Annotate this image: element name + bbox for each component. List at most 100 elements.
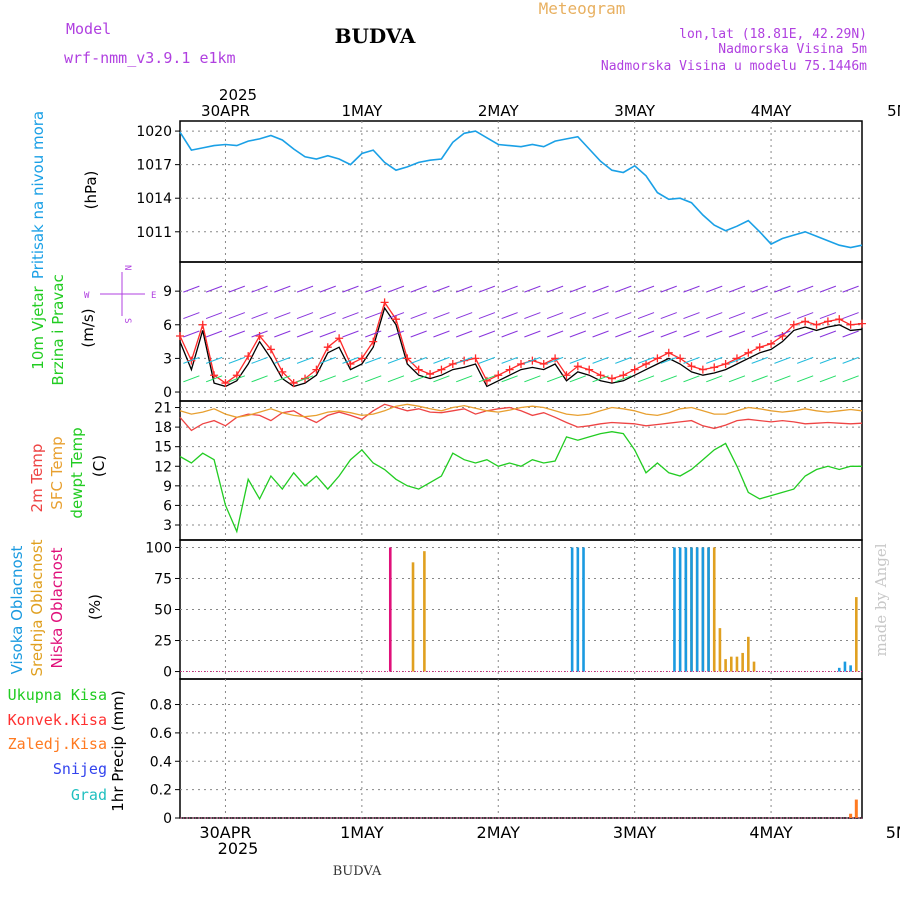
wind-unit: (m/s) xyxy=(79,308,97,347)
wind-arrow xyxy=(774,356,791,364)
top-day-label: 2MAY xyxy=(478,102,520,120)
dewpt-label: dewpt Temp xyxy=(68,427,86,518)
top-year-label: 2025 xyxy=(219,86,257,104)
cloud-mid-label: Srednja Oblacnost xyxy=(28,539,46,676)
precip-panel: 0 0.2 0.4 0.6 0.8 xyxy=(150,678,863,827)
wind-frame xyxy=(179,261,863,402)
wind-arrow xyxy=(205,330,223,338)
precip-frame xyxy=(179,678,863,819)
wind-arrow xyxy=(228,375,246,383)
compass-rose: W E N S xyxy=(84,265,156,323)
wind-gust-marker xyxy=(244,352,253,361)
wind-arrow xyxy=(501,285,518,293)
wind-arrow xyxy=(433,356,450,364)
wind-gust-marker xyxy=(858,319,866,328)
wind-gust-marker xyxy=(789,320,798,329)
wind-gust-marker xyxy=(505,365,514,374)
clouds-ytick-label: 100 xyxy=(145,540,172,556)
wind-arrow xyxy=(183,285,200,293)
wind-arrow xyxy=(365,356,382,364)
wind-arrow xyxy=(205,285,223,293)
wind-arrow xyxy=(660,312,677,320)
wind-gust-marker xyxy=(562,371,571,380)
clouds-panel: 0 25 50 75 100 xyxy=(145,539,863,681)
precip_strat-bar xyxy=(849,813,853,818)
top-day-label: 4MAY xyxy=(751,102,793,120)
wind-gust-marker xyxy=(471,354,480,363)
wind-arrow xyxy=(569,285,587,293)
wind-gust-marker xyxy=(721,360,730,369)
wind-ytick-label: 3 xyxy=(163,351,172,367)
wind-ytick-label: 0 xyxy=(163,385,172,401)
wind-arrow xyxy=(251,375,268,383)
dewpoint-line xyxy=(179,431,862,534)
clouds-ytick-label: 25 xyxy=(154,634,172,650)
wind-arrow xyxy=(751,330,768,338)
wind-arrow xyxy=(615,330,632,338)
cloud_high-bar xyxy=(701,547,705,672)
cloud_high-bar xyxy=(837,667,841,672)
cloud_mid-bar xyxy=(752,661,756,672)
wind-gust-marker xyxy=(585,365,594,374)
model-name: wrf-nmm_v3.9.1 e1km xyxy=(64,49,236,67)
wind-arrow xyxy=(319,356,336,364)
bottom-day-label: 3MAY xyxy=(613,823,657,842)
pressure-ytick-label: 1011 xyxy=(136,225,172,241)
top-day-label: 5MAY xyxy=(887,102,900,120)
wind-arrow xyxy=(501,375,518,383)
wind-gust-marker xyxy=(551,354,560,363)
wind-arrow xyxy=(274,356,291,364)
precip-ytick-label: 0.4 xyxy=(150,754,172,770)
precip-ytick-label: 0.2 xyxy=(150,783,172,799)
wind-arrow xyxy=(796,375,814,383)
wind-arrow xyxy=(660,375,677,383)
wind-arrow xyxy=(615,356,632,364)
wind-arrow xyxy=(455,285,473,293)
wind-gust-marker xyxy=(221,379,230,388)
wind-arrow xyxy=(524,330,541,338)
wind-gust-marker xyxy=(448,360,457,369)
cloud_high-bar xyxy=(582,547,585,672)
wind-arrow xyxy=(478,330,496,338)
wind-arrow xyxy=(546,356,564,364)
wind-arrow xyxy=(410,312,427,320)
wind-arrow xyxy=(706,330,723,338)
wind-arrow xyxy=(637,285,655,293)
pressure-ytick-label: 1014 xyxy=(136,191,172,207)
wind-gust-marker xyxy=(323,343,332,352)
wind-arrow xyxy=(683,330,700,338)
wind-arrow xyxy=(274,312,291,320)
wind-gust-marker xyxy=(710,363,719,372)
wind-arrow xyxy=(478,312,496,320)
bottom-day-label: 5MAY xyxy=(886,823,900,842)
wind-arrow xyxy=(637,330,655,338)
cloud_high-bar xyxy=(576,547,580,672)
wind-gust-marker xyxy=(369,337,378,346)
wind-arrow xyxy=(387,356,405,364)
cloud_mid-bar xyxy=(411,562,415,672)
temperature-ytick-label: 15 xyxy=(154,440,172,456)
legend-freezing-rain: Zaledj.Kisa xyxy=(8,735,107,753)
pressure-unit: (hPa) xyxy=(82,171,100,210)
temperature-ytick-label: 12 xyxy=(154,459,172,475)
cloud_mid-bar xyxy=(855,597,858,672)
wind-arrow xyxy=(751,375,768,383)
cloud-low-label: Niska Oblacnost xyxy=(48,547,66,668)
temperature-ytick-label: 9 xyxy=(163,479,172,495)
cloud_high-bar xyxy=(684,547,688,672)
wind-arrow xyxy=(819,375,837,383)
wind-arrow xyxy=(319,312,336,320)
wind-arrow xyxy=(342,375,359,383)
wind-arrow xyxy=(683,375,700,383)
cloud-unit: (%) xyxy=(86,594,104,620)
wind-arrow xyxy=(251,312,268,320)
precip-ytick-label: 0 xyxy=(163,811,172,827)
wind-arrow xyxy=(592,285,609,293)
coordinates: lon,lat (18.81E, 42.29N) xyxy=(679,27,867,42)
cloud_mid-bar xyxy=(718,628,722,672)
wind-arrow xyxy=(228,330,246,338)
wind-gust-marker xyxy=(414,365,423,374)
bottom-day-labels: 30APR 1MAY 2MAY 3MAY 4MAY 5MAY xyxy=(199,823,900,842)
wind-gust-marker xyxy=(335,334,344,343)
wind-arrow xyxy=(615,375,632,383)
